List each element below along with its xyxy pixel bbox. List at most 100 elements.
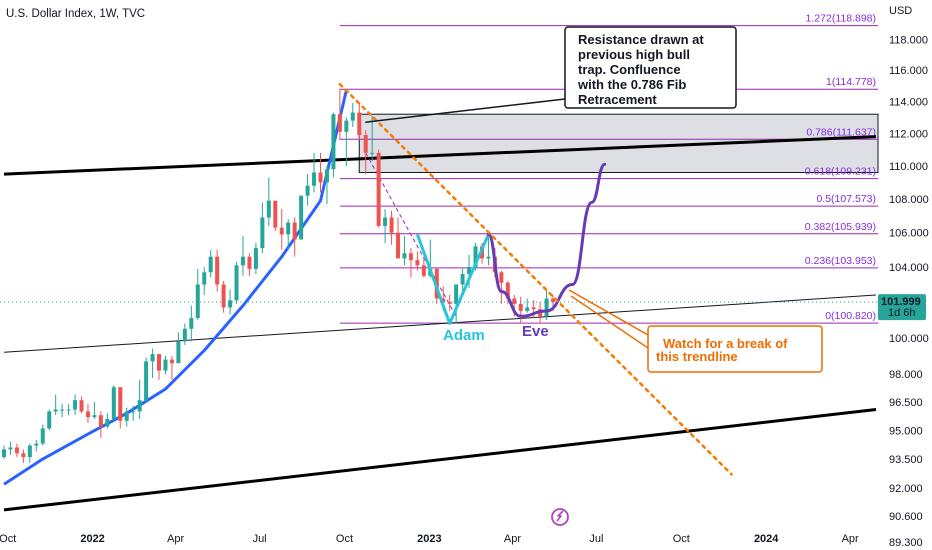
candle-body [98,415,103,427]
candle-body [467,267,472,275]
candle [189,305,194,342]
candle-body [376,152,381,226]
candle-body [266,200,271,218]
candle-body [234,265,239,301]
candle [182,323,187,346]
candle-body [105,418,110,427]
candle [92,402,97,419]
adam-pattern-line [415,233,490,325]
candle-body [331,114,336,170]
candle [131,405,136,421]
downtrend-line[interactable] [338,82,733,476]
candle [111,385,116,421]
candle [66,403,71,416]
time-tick-label: Oct [0,533,16,545]
price-tick-label: 110.000 [889,161,928,173]
candle [383,209,388,243]
time-tick-label: 2023 [417,533,441,545]
trendline-layer [3,135,877,512]
channel-upper-line [3,135,877,176]
candle-body [370,152,375,154]
candle-body [454,284,459,304]
candle [331,112,336,178]
price-tick-label: 108.000 [889,194,929,206]
candle-body [92,415,97,418]
candle-body [273,200,278,228]
candle [499,270,504,304]
candle [299,195,304,240]
chart-title: U.S. Dollar Index, 1W, TVC [6,8,145,20]
callout-box [564,26,737,109]
candle [221,280,226,313]
resistance-zone[interactable] [358,113,879,173]
price-tick-label: 90.600 [889,511,923,523]
candle [85,403,90,423]
fib-level-label: 0.382(105.939) [805,221,876,233]
candle-body [299,195,304,240]
candle [389,210,394,245]
price-axis[interactable]: USD 118.000 116.000 114.000 112.000 110.000 1… [889,5,929,549]
fib-level-label: 0.236(103.953) [805,255,876,267]
candle [98,411,103,438]
candle [60,403,65,418]
fibonacci-retracement[interactable]: 1.272(118.898) 1(114.778) 0.786(111.637) 0.… [339,13,878,324]
candle-body [240,256,245,266]
candle-body [512,298,517,304]
candle-body [473,246,478,268]
candle-body [195,284,200,319]
trend-callout-box [647,325,823,373]
candle [215,249,220,292]
candle-body [47,411,52,429]
candle-body [486,256,491,259]
candle-body [157,354,162,371]
trendline-callout[interactable]: Watch for a break of this trendline [568,289,823,373]
candle [279,209,284,250]
candle [53,394,58,416]
candle [150,348,155,378]
price-tick-label: 114.000 [889,97,928,109]
candle [421,256,426,278]
candle [266,177,271,226]
price-tick-label: 93.500 [889,454,923,466]
candle-body [124,411,129,421]
candle-body [292,222,297,240]
candle-body [350,112,355,121]
candle-body [305,185,310,196]
candle-body [176,341,181,364]
candle-body [551,298,556,303]
candle [324,165,329,205]
candle-body [505,282,510,299]
candle [124,407,129,427]
candle-body [447,302,452,304]
candle-body [53,409,58,412]
tradingview-logo-icon [551,508,569,526]
candle [176,332,181,364]
fib-level-label: 0.786(111.637) [806,126,876,138]
time-axis[interactable]: Oct 2022 Apr Jul Oct 2023 Apr Jul Oct 2024 Apr [0,533,859,545]
time-tick-label: Apr [504,533,521,545]
candle-body [318,172,323,183]
candle-body [253,248,258,269]
candle-body [337,114,342,132]
candle-body [402,253,407,259]
time-tick-label: 2022 [80,533,104,545]
candle [447,295,452,311]
candle [260,202,265,254]
price-tick-label: 106.000 [889,228,929,240]
candle-body [163,359,168,371]
trend-callout-leader-2 [570,295,649,349]
fib-trend-line [365,152,457,317]
candle [79,396,84,414]
candle [202,267,207,296]
candle-body [531,307,536,310]
fib-level-label: 1.272(118.898) [806,13,876,25]
resistance-callout[interactable]: Resistance drawn at previous high bull t… [365,26,737,123]
price-tick-label: 89.300 [889,537,923,549]
candle-body [408,253,413,261]
candle [2,445,6,460]
candle-body [247,256,252,269]
candle-body [189,318,194,329]
candle-body [118,387,123,421]
candle [27,443,32,463]
